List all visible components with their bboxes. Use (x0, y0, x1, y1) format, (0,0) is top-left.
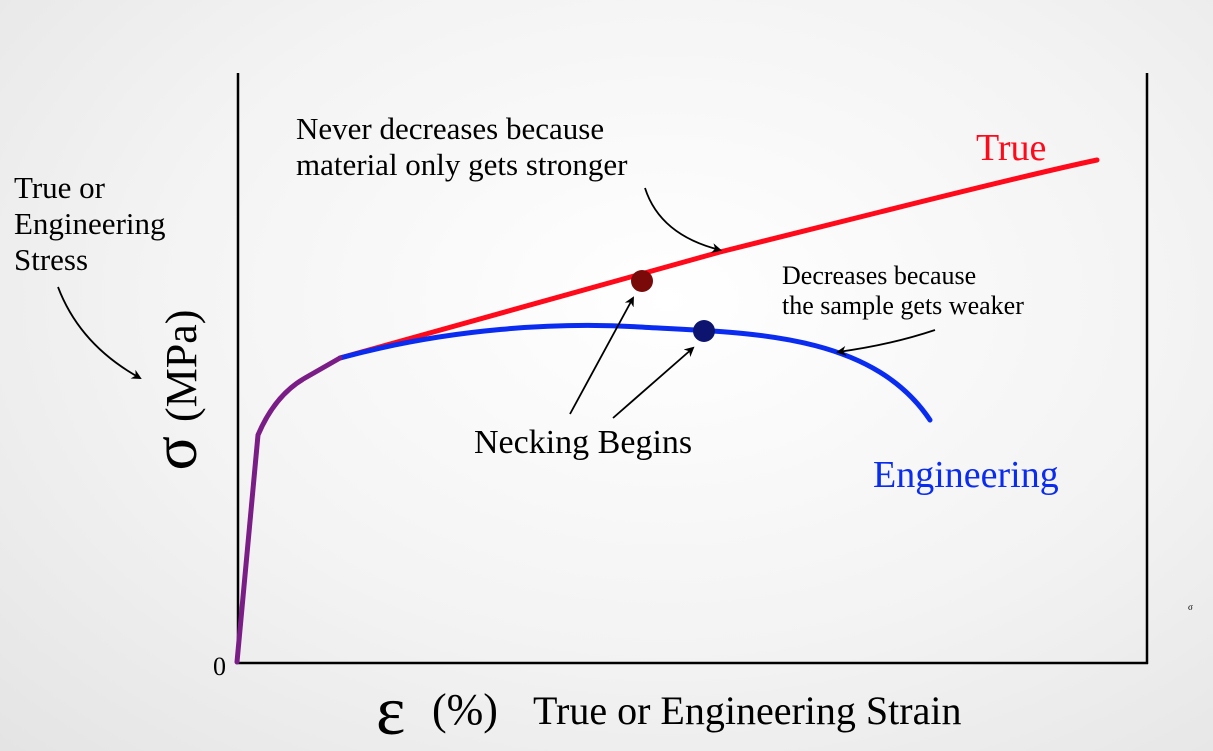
stress-note-line-2: Engineering (14, 206, 166, 241)
y-axis-label: σ (MPa) (139, 310, 210, 471)
svg-text:σ (MPa): σ (MPa) (139, 310, 210, 471)
true-necking-point (631, 270, 653, 292)
x-axis-label: True or Engineering Strain (533, 688, 961, 733)
eng-note-arrow (836, 329, 936, 356)
stress-note-line-1: True or (14, 170, 106, 205)
true-note-arrow (644, 187, 722, 253)
eng-note-line-2: the sample gets weaker (782, 291, 1024, 320)
stress-note-arrow (57, 286, 142, 379)
y-axis-unit: (MPa) (157, 310, 206, 422)
true-curve-label: True (976, 127, 1046, 169)
necking-label: Necking Begins (474, 424, 692, 461)
x-axis-unit: (%) (432, 685, 498, 734)
x-axis-symbol: ε (376, 673, 405, 750)
necking-arrow-true (569, 296, 634, 415)
engineering-necking-point (693, 320, 715, 342)
necking-arrow-engineering (612, 346, 695, 419)
true-note-line-1: Never decreases because (296, 111, 604, 146)
elastic-region-curve (234, 355, 343, 665)
engineering-curve-label: Engineering (873, 454, 1059, 496)
corner-sigma-mark: σ (1188, 602, 1193, 612)
true-note-line-2: material only gets stronger (296, 147, 628, 182)
origin-label: 0 (213, 652, 226, 681)
true-stress-curve (337, 157, 1100, 361)
stress-note-line-3: Stress (14, 242, 88, 277)
y-axis-symbol: σ (139, 436, 210, 471)
engineering-stress-curve (337, 322, 933, 423)
eng-note-line-1: Decreases because (782, 261, 976, 290)
